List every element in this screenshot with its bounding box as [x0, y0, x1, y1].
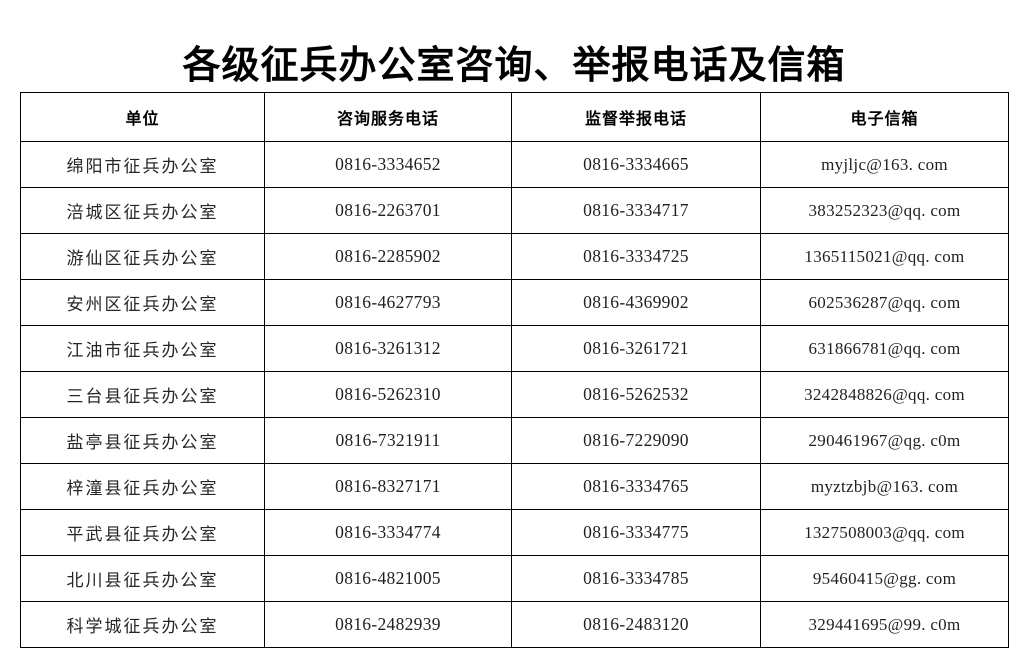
cell-unit: 三台县征兵办公室 [20, 371, 265, 418]
contact-table: 单位 咨询服务电话 监督举报电话 电子信箱 绵阳市征兵办公室 0816-33346… [20, 92, 1009, 648]
cell-consult-phone: 0816-3334774 [264, 509, 512, 556]
cell-consult-phone: 0816-2285902 [264, 233, 512, 280]
cell-consult-phone: 0816-2263701 [264, 187, 512, 234]
cell-report-phone: 0816-4369902 [511, 279, 761, 326]
cell-unit: 盐亭县征兵办公室 [20, 417, 265, 464]
cell-unit: 科学城征兵办公室 [20, 601, 265, 648]
cell-report-phone: 0816-3334665 [511, 141, 761, 188]
cell-consult-phone: 0816-4821005 [264, 555, 512, 602]
column-header-report-phone: 监督举报电话 [511, 92, 761, 142]
cell-consult-phone: 0816-5262310 [264, 371, 512, 418]
table-row: 北川县征兵办公室 0816-4821005 0816-3334785 95460415… [20, 555, 1009, 602]
column-header-consult-phone: 咨询服务电话 [264, 92, 512, 142]
cell-email: 602536287@qq. com [760, 279, 1009, 326]
cell-email: 290461967@qg. c0m [760, 417, 1009, 464]
cell-report-phone: 0816-3334775 [511, 509, 761, 556]
table-row: 科学城征兵办公室 0816-2482939 0816-2483120 32944169… [20, 601, 1009, 648]
cell-report-phone: 0816-3261721 [511, 325, 761, 372]
cell-consult-phone: 0816-3334652 [264, 141, 512, 188]
cell-consult-phone: 0816-3261312 [264, 325, 512, 372]
table-row: 安州区征兵办公室 0816-4627793 0816-4369902 60253628… [20, 279, 1009, 326]
cell-unit: 涪城区征兵办公室 [20, 187, 265, 234]
cell-unit: 安州区征兵办公室 [20, 279, 265, 326]
cell-report-phone: 0816-7229090 [511, 417, 761, 464]
table-row: 涪城区征兵办公室 0816-2263701 0816-3334717 38325232… [20, 187, 1009, 234]
table-row: 梓潼县征兵办公室 0816-8327171 0816-3334765 myztzbjb… [20, 463, 1009, 510]
cell-report-phone: 0816-3334785 [511, 555, 761, 602]
table-row: 平武县征兵办公室 0816-3334774 0816-3334775 13275080… [20, 509, 1009, 556]
contact-table-container: 单位 咨询服务电话 监督举报电话 电子信箱 绵阳市征兵办公室 0816-33346… [20, 92, 1009, 648]
cell-email: 329441695@99. c0m [760, 601, 1009, 648]
table-row: 游仙区征兵办公室 0816-2285902 0816-3334725 13651150… [20, 233, 1009, 280]
cell-email: 1365115021@qq. com [760, 233, 1009, 280]
cell-report-phone: 0816-3334725 [511, 233, 761, 280]
cell-report-phone: 0816-2483120 [511, 601, 761, 648]
cell-unit: 平武县征兵办公室 [20, 509, 265, 556]
table-header-row: 单位 咨询服务电话 监督举报电话 电子信箱 [20, 92, 1009, 142]
table-row: 三台县征兵办公室 0816-5262310 0816-5262532 32428488… [20, 371, 1009, 418]
cell-unit: 游仙区征兵办公室 [20, 233, 265, 280]
cell-unit: 绵阳市征兵办公室 [20, 141, 265, 188]
cell-email: 3242848826@qq. com [760, 371, 1009, 418]
cell-report-phone: 0816-3334765 [511, 463, 761, 510]
cell-unit: 北川县征兵办公室 [20, 555, 265, 602]
cell-consult-phone: 0816-8327171 [264, 463, 512, 510]
cell-consult-phone: 0816-7321911 [264, 417, 512, 464]
column-header-email: 电子信箱 [760, 92, 1009, 142]
cell-consult-phone: 0816-2482939 [264, 601, 512, 648]
table-row: 江油市征兵办公室 0816-3261312 0816-3261721 63186678… [20, 325, 1009, 372]
cell-email: myztzbjb@163. com [760, 463, 1009, 510]
cell-report-phone: 0816-3334717 [511, 187, 761, 234]
cell-email: myjljc@163. com [760, 141, 1009, 188]
cell-unit: 梓潼县征兵办公室 [20, 463, 265, 510]
cell-email: 95460415@gg. com [760, 555, 1009, 602]
cell-email: 383252323@qq. com [760, 187, 1009, 234]
table-body: 绵阳市征兵办公室 0816-3334652 0816-3334665 myjljc@1… [20, 141, 1009, 648]
column-header-unit: 单位 [20, 92, 265, 142]
cell-consult-phone: 0816-4627793 [264, 279, 512, 326]
table-header: 单位 咨询服务电话 监督举报电话 电子信箱 [20, 92, 1009, 142]
cell-unit: 江油市征兵办公室 [20, 325, 265, 372]
table-row: 绵阳市征兵办公室 0816-3334652 0816-3334665 myjljc@1… [20, 141, 1009, 188]
cell-email: 1327508003@qq. com [760, 509, 1009, 556]
table-row: 盐亭县征兵办公室 0816-7321911 0816-7229090 29046196… [20, 417, 1009, 464]
cell-email: 631866781@qq. com [760, 325, 1009, 372]
page-title: 各级征兵办公室咨询、举报电话及信箱 [182, 43, 846, 88]
cell-report-phone: 0816-5262532 [511, 371, 761, 418]
